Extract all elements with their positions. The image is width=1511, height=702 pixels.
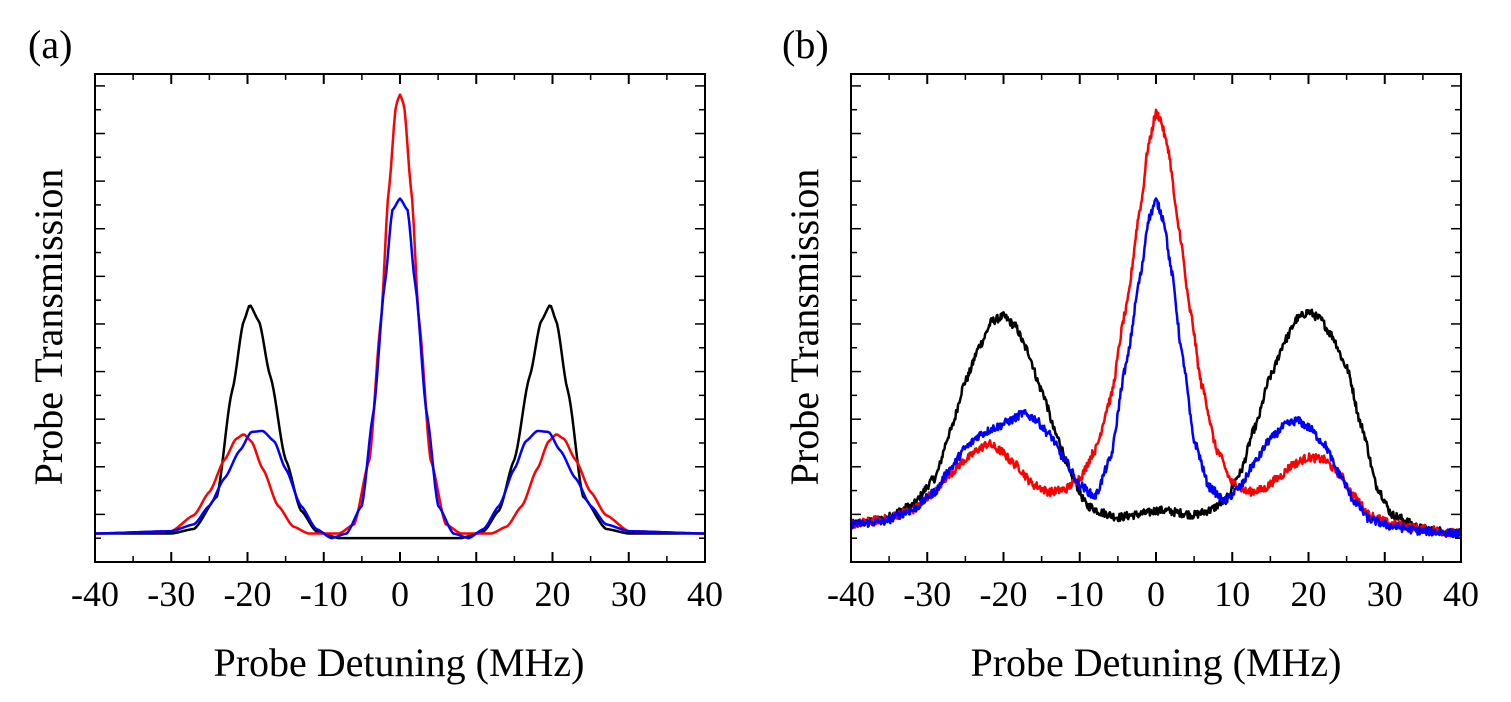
series-line-blue: [94, 197, 706, 540]
ticks-a: [94, 74, 706, 563]
x-tick-label: 0: [391, 574, 409, 614]
plot-frame-a: [94, 73, 706, 563]
x-tick-label: 30: [611, 574, 647, 614]
x-tick-label: -10: [300, 574, 348, 614]
ylabel-b: Probe Transmission: [782, 169, 827, 486]
series-line-blue: [850, 197, 1462, 539]
x-tick-label: 10: [1214, 574, 1250, 614]
x-tick-label: 10: [458, 574, 494, 614]
xlabel-a: Probe Detuning (MHz): [213, 640, 584, 685]
panel-label-a: (a): [28, 22, 72, 67]
x-tick-label: -40: [71, 574, 119, 614]
series-b: [849, 108, 1463, 539]
x-tick-label: -40: [827, 574, 875, 614]
series-line-red: [94, 93, 706, 535]
x-tick-label: 0: [1147, 574, 1165, 614]
ticks-b: [850, 74, 1462, 563]
ylabel-a: Probe Transmission: [26, 169, 71, 486]
panel-a: (a) Probe Transmission Probe Detuning (M…: [26, 22, 723, 685]
series-line-black: [95, 304, 705, 540]
series-line-black: [849, 308, 1463, 539]
x-tick-label: 30: [1367, 574, 1403, 614]
plot-frame-b: [850, 73, 1462, 563]
x-tick-label: -20: [224, 574, 272, 614]
x-tick-label: -10: [1056, 574, 1104, 614]
tick-labels-b: -40 -30 -20 -10 0 10 20 30 40: [827, 574, 1479, 614]
x-tick-label: 20: [1291, 574, 1327, 614]
x-tick-label: -30: [903, 574, 951, 614]
x-tick-label: 20: [535, 574, 571, 614]
series-line-red: [849, 108, 1463, 538]
x-tick-label: 40: [1443, 574, 1479, 614]
tick-labels-a: -40 -30 -20 -10 0 10 20 30 40: [71, 574, 723, 614]
x-tick-label: -30: [147, 574, 195, 614]
xlabel-b: Probe Detuning (MHz): [970, 640, 1341, 685]
series-a: [94, 93, 706, 540]
panel-label-b: (b): [782, 22, 829, 67]
x-tick-label: -20: [980, 574, 1028, 614]
x-tick-label: 40: [687, 574, 723, 614]
panel-b: (b) Probe Transmission Probe Detuning (M…: [782, 22, 1479, 685]
